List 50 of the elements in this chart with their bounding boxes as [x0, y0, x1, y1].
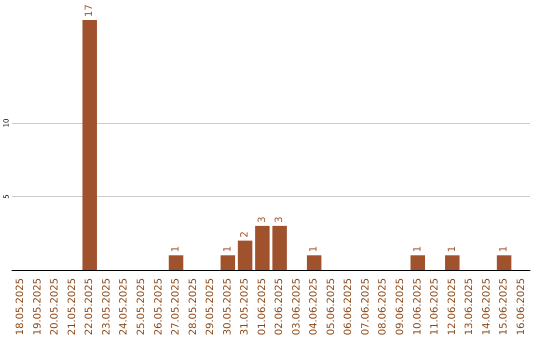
data-label: 1: [498, 246, 510, 252]
data-label: 3: [274, 216, 286, 223]
data-label: 1: [308, 246, 320, 252]
x-tick-label: 23.05.2025: [101, 278, 112, 336]
x-tick-label: 08.06.2025: [378, 278, 389, 336]
bar: [255, 226, 270, 270]
bar: [272, 226, 287, 270]
x-tick-label: 16.06.2025: [516, 278, 527, 336]
x-tick-label: 31.05.2025: [240, 278, 251, 336]
x-tick-label: 11.06.2025: [430, 278, 441, 336]
x-tick-label: 25.05.2025: [136, 278, 147, 336]
x-tick-label: 07.06.2025: [360, 278, 372, 336]
bar: [238, 240, 252, 270]
x-tick-label: 19.05.2025: [32, 278, 44, 336]
x-tick-label: 21.05.2025: [66, 278, 78, 336]
x-tick-label: 15.06.2025: [498, 278, 510, 336]
bar: [82, 20, 97, 270]
x-tick-label: 05.06.2025: [326, 278, 337, 336]
x-tick-label: 18.05.2025: [15, 278, 26, 336]
data-label: 17: [84, 4, 96, 17]
data-label: 2: [240, 231, 251, 238]
data-label: 1: [446, 246, 458, 252]
bar: [168, 255, 184, 270]
x-tick-label: 04.06.2025: [308, 278, 320, 336]
bar: [445, 255, 460, 270]
x-tick-label: 09.06.2025: [395, 278, 406, 336]
x-tick-label: 10.06.2025: [412, 278, 424, 336]
x-tick-label: 26.05.2025: [153, 278, 164, 336]
data-label: 1: [222, 246, 234, 252]
x-tick-label: 29.05.2025: [205, 278, 216, 336]
x-tick-label: 20.05.2025: [50, 278, 61, 336]
x-tick-label: 02.06.2025: [274, 278, 286, 336]
x-tick-label: 28.05.2025: [188, 278, 199, 336]
x-tick-label: 14.06.2025: [481, 278, 492, 336]
bar: [306, 255, 322, 270]
x-tick-label: 06.06.2025: [343, 278, 354, 336]
data-label: 1: [412, 246, 424, 252]
x-tick-label: 13.06.2025: [464, 278, 476, 336]
bar: [410, 255, 426, 270]
bar: [496, 255, 512, 270]
x-tick-label: 24.05.2025: [118, 278, 130, 336]
x-tick-label: 22.05.2025: [84, 278, 96, 336]
bar: [220, 255, 236, 270]
x-tick-label: 12.06.2025: [446, 278, 458, 336]
x-tick-label: 01.06.2025: [256, 278, 268, 336]
data-label: 1: [170, 246, 182, 252]
x-tick-label: 30.05.2025: [222, 278, 234, 336]
x-tick-label: 27.05.2025: [170, 278, 182, 336]
x-tick-label: 03.06.2025: [291, 278, 302, 336]
data-label: 3: [256, 216, 268, 223]
